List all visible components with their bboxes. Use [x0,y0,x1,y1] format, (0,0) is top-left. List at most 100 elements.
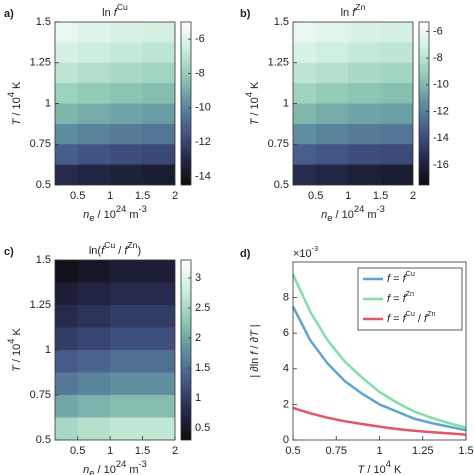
text-part: / ∂ [249,336,261,351]
heat-cell [110,327,144,350]
heat-cell [380,143,413,165]
heat-cell [110,417,144,440]
text-part: K [11,81,23,92]
text-part: 4 [386,459,391,469]
plot-frame [54,259,176,441]
text-part: / 10 [332,209,353,221]
y-tick-label: 1.25 [268,57,289,69]
text-part: Zn [355,2,365,12]
text-part: f [249,351,261,355]
heat-cell [77,123,111,145]
heatmap [293,22,413,185]
y-tick-label: 0.75 [30,138,51,150]
y-axis-label: T / 104 K [244,81,260,125]
x-tick-label: 2 [410,190,416,202]
heat-cell [380,103,413,124]
heat-cell [142,304,175,328]
heat-cell [110,394,144,418]
heat-cell [110,349,144,373]
chart-title: ln fCu [102,2,128,19]
text-part: -3 [139,459,147,469]
heat-cell [142,327,175,350]
heat-cell [142,282,175,305]
heat-cell [380,62,413,84]
text-part: ln [102,7,114,19]
heat-cell [77,327,111,350]
x-tick-label: 0.75 [326,445,347,457]
heat-cell [55,394,79,418]
heat-cell [315,164,349,185]
text-part: e [89,213,94,223]
text-part: Cu [117,2,128,12]
text-part: e [89,468,94,475]
heat-cell [55,82,79,104]
axis-scale-label: ×10-3 [293,244,318,260]
x-tick-label: 1 [107,190,113,202]
line-series [291,305,467,432]
colorbar [180,259,192,441]
text-part: 4 [6,92,16,97]
heat-cell [348,82,382,104]
legend-label: f = fZn [387,289,414,305]
heat-cell [77,349,111,373]
text-part: / 10 [11,97,23,118]
heat-cell [77,62,111,84]
heat-cell [110,304,144,328]
colorbar-tick-label: -14 [433,132,449,144]
heat-cell [315,41,349,63]
heat-cell [348,103,382,124]
x-tick-label: 1.5 [458,445,473,457]
text-part: Cu [104,240,115,250]
panel-label: b) [240,8,251,20]
x-tick-label: 0.5 [308,190,323,202]
text-part: T [11,364,23,372]
text-part: T [358,464,366,475]
heat-cell [110,62,144,84]
heat-cell [293,41,317,63]
heat-cell [77,41,111,63]
text-part: f [101,245,105,257]
text-part: ×10 [293,248,312,260]
heat-cell [55,304,79,328]
text-part: = [390,313,403,325]
text-part: K [11,327,23,338]
colorbar-tick-label: 2.5 [195,302,210,314]
colorbar-tick-label: -8 [433,52,443,64]
heat-cell [293,143,317,165]
heat-cell [142,22,175,43]
y-tick-label: 8 [283,292,289,304]
heat-cell [348,143,382,165]
colorbar-tick-label: 2 [195,332,201,344]
x-tick-label: 0.5 [70,190,85,202]
text-part: / 10 [94,209,115,221]
heat-cell [380,82,413,104]
x-axis-label: ne / 1024 m-3 [83,459,147,475]
heat-cell [55,417,79,440]
x-tick-label: 1 [345,190,351,202]
heat-cell [142,41,175,63]
heat-cell [293,22,317,43]
colorbar-tick-label: 0.5 [195,422,210,434]
heat-cell [55,282,79,305]
text-part: -3 [312,244,318,253]
x-axis-label: ne / 1024 m-3 [321,204,385,223]
x-tick-label: 1 [376,445,382,457]
x-tick-label: 1.5 [135,190,150,202]
y-axis-label: T / 104 K [6,81,22,125]
text-part: ) [137,245,141,257]
x-axis-label: ne / 1024 m-3 [83,204,147,223]
text-part: / [115,245,124,257]
text-part: -3 [377,204,385,214]
heat-cell [380,41,413,63]
plot-frame [292,261,467,441]
text-part: Cu [406,269,415,278]
text-part: 4 [6,339,16,344]
heat-cell [315,22,349,43]
plot-frame [292,21,414,186]
heat-cell [142,372,175,395]
x-tick-label: 2 [172,190,178,202]
x-tick-label: 1.5 [135,445,150,457]
heat-cell [380,123,413,145]
text-part: f [124,245,128,257]
heat-cell [77,103,111,124]
